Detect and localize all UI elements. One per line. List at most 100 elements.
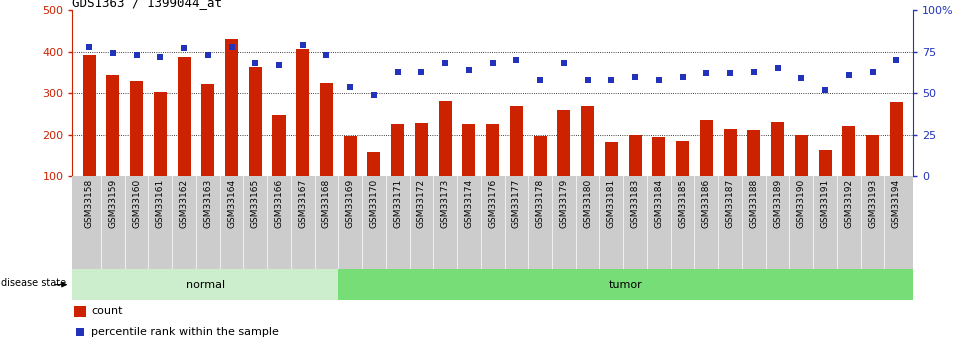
Bar (652, 137, 666, 176)
Bar (320, 83, 333, 176)
Bar (130, 81, 143, 176)
Bar (82, 55, 96, 176)
Point (532, 77, 548, 83)
Point (746, 69, 761, 75)
Point (793, 76, 809, 81)
Text: normal: normal (185, 280, 225, 289)
Bar (557, 110, 570, 176)
Text: GSM33162: GSM33162 (180, 179, 188, 228)
Text: GSM33192: GSM33192 (844, 179, 853, 228)
Point (153, 54, 168, 59)
Point (413, 69, 429, 75)
Text: GSM33180: GSM33180 (583, 179, 592, 228)
Text: GSM33161: GSM33161 (156, 179, 165, 228)
Bar (248, 68, 262, 176)
Text: GSM33166: GSM33166 (274, 179, 283, 228)
Bar (676, 141, 689, 176)
Point (723, 70, 738, 76)
Point (343, 84, 358, 89)
Text: GSM33160: GSM33160 (132, 179, 141, 228)
Point (461, 67, 476, 73)
Bar (463, 124, 475, 176)
Point (651, 77, 667, 83)
Bar (297, 49, 309, 176)
Bar (818, 150, 832, 176)
Point (580, 77, 595, 83)
Point (271, 62, 287, 68)
Text: tumor: tumor (609, 280, 642, 289)
Point (770, 66, 785, 71)
Point (224, 44, 240, 50)
Point (865, 69, 880, 75)
Point (817, 87, 833, 92)
Point (841, 72, 857, 78)
Point (390, 69, 406, 75)
Point (177, 46, 192, 51)
Bar (415, 123, 428, 176)
Text: GSM33185: GSM33185 (678, 179, 687, 228)
Text: GDS1363 / 1399044_at: GDS1363 / 1399044_at (72, 0, 222, 9)
Bar (533, 136, 547, 176)
Text: GSM33181: GSM33181 (607, 179, 616, 228)
Text: GSM33172: GSM33172 (417, 179, 426, 228)
Bar (74, 306, 86, 317)
Text: GSM33179: GSM33179 (559, 179, 568, 228)
Bar (842, 126, 855, 176)
Bar (510, 106, 523, 176)
Bar (699, 120, 713, 176)
Text: GSM33176: GSM33176 (488, 179, 497, 228)
Text: GSM33164: GSM33164 (227, 179, 236, 228)
Text: count: count (92, 306, 123, 316)
Text: GSM33170: GSM33170 (369, 179, 379, 228)
Bar (154, 92, 167, 176)
Bar (225, 39, 238, 176)
Point (105, 51, 121, 56)
Text: GSM33159: GSM33159 (108, 179, 117, 228)
Text: percentile rank within the sample: percentile rank within the sample (92, 327, 279, 336)
Point (485, 61, 500, 66)
Bar (605, 142, 618, 176)
Bar (486, 124, 499, 176)
Point (509, 57, 525, 63)
Point (128, 52, 144, 58)
Text: GSM33184: GSM33184 (654, 179, 664, 228)
Text: GSM33189: GSM33189 (773, 179, 782, 228)
Text: GSM33187: GSM33187 (725, 179, 734, 228)
Bar (178, 57, 190, 176)
Bar (724, 129, 737, 176)
Point (366, 92, 382, 98)
Bar (367, 152, 381, 176)
Text: GSM33186: GSM33186 (702, 179, 711, 228)
Bar (629, 135, 641, 176)
Text: GSM33193: GSM33193 (868, 179, 877, 228)
Text: GSM33167: GSM33167 (298, 179, 307, 228)
Text: GSM33190: GSM33190 (797, 179, 806, 228)
Bar (890, 102, 903, 176)
Bar (272, 115, 286, 176)
Bar (771, 122, 784, 176)
Point (72, 329, 88, 334)
Text: GSM33183: GSM33183 (631, 179, 639, 228)
Point (295, 42, 310, 48)
Point (556, 61, 572, 66)
Text: GSM33178: GSM33178 (535, 179, 545, 228)
Text: GSM33158: GSM33158 (85, 179, 94, 228)
Point (438, 61, 453, 66)
Bar (106, 75, 120, 176)
Text: GSM33169: GSM33169 (346, 179, 355, 228)
Text: GSM33191: GSM33191 (820, 179, 830, 228)
Bar (72, 269, 338, 300)
Point (604, 77, 619, 83)
Bar (795, 135, 808, 176)
Point (698, 70, 714, 76)
Text: GSM33165: GSM33165 (251, 179, 260, 228)
Bar (866, 135, 879, 176)
Bar (439, 101, 452, 176)
Point (247, 61, 263, 66)
Text: GSM33177: GSM33177 (512, 179, 521, 228)
Point (675, 74, 691, 79)
Bar (391, 124, 404, 176)
Bar (201, 83, 214, 176)
Text: GSM33173: GSM33173 (440, 179, 450, 228)
Point (889, 57, 904, 63)
